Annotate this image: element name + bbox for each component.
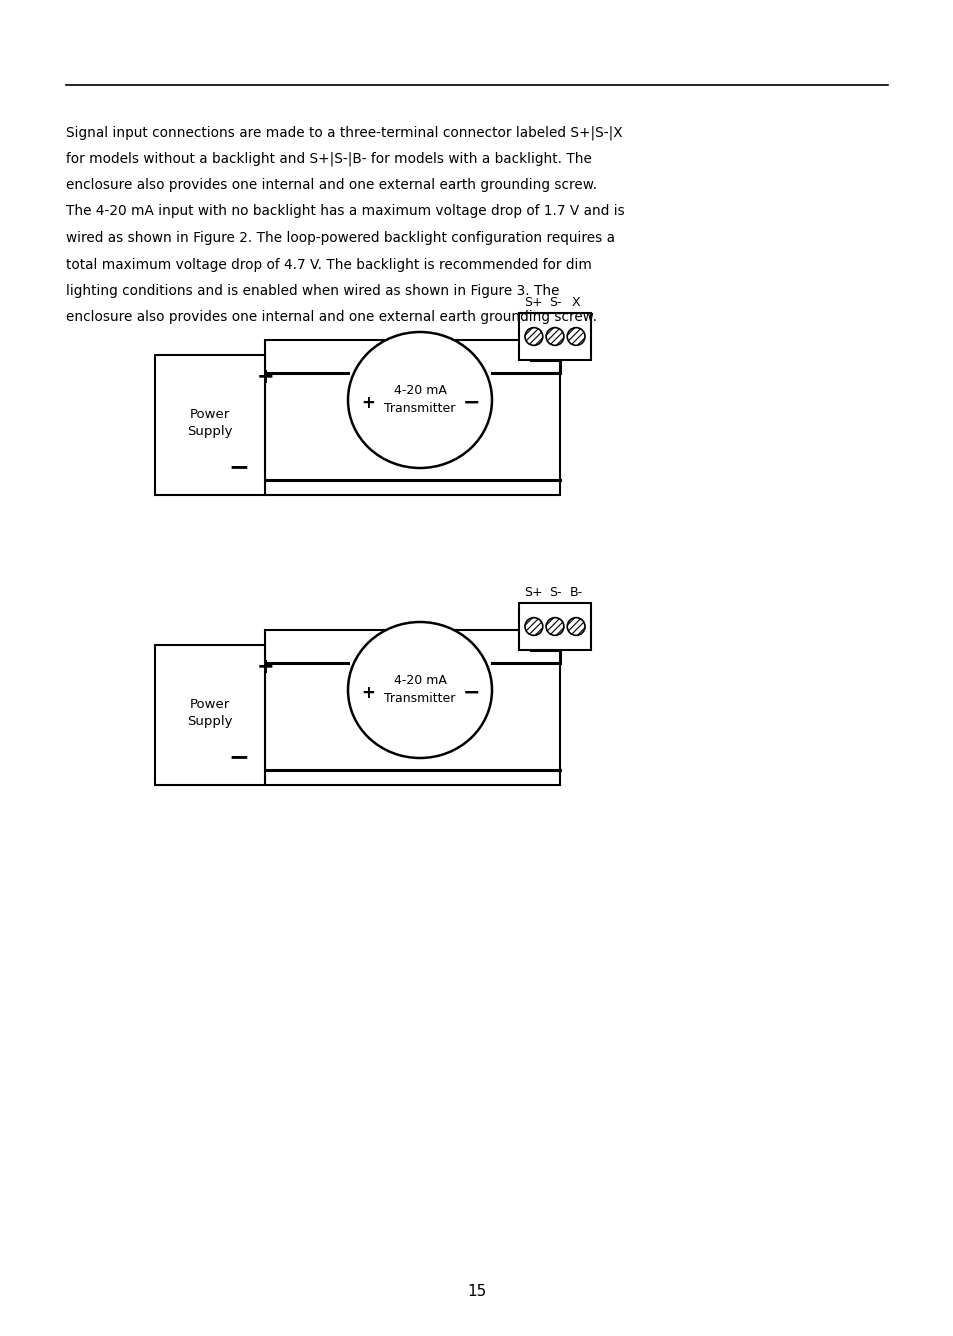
Text: −: − (228, 456, 249, 480)
Text: S+: S+ (524, 297, 542, 309)
Text: −: − (463, 683, 480, 703)
Text: 15: 15 (467, 1284, 486, 1299)
Text: total maximum voltage drop of 4.7 V. The backlight is recommended for dim: total maximum voltage drop of 4.7 V. The… (66, 258, 591, 271)
Circle shape (567, 617, 584, 636)
Circle shape (524, 327, 542, 346)
Ellipse shape (348, 333, 492, 468)
Text: +: + (256, 367, 274, 387)
Bar (154, 645, 265, 786)
Bar (154, 355, 265, 496)
Text: S-: S- (548, 587, 560, 599)
Text: B-: B- (569, 587, 582, 599)
Circle shape (567, 327, 584, 346)
Text: −: − (463, 393, 480, 413)
Text: wired as shown in Figure 2. The loop-powered backlight configuration requires a: wired as shown in Figure 2. The loop-pow… (66, 231, 615, 244)
Bar (265, 339, 559, 496)
Text: −: − (228, 745, 249, 770)
Text: for models without a backlight and S+|S-|B- for models with a backlight. The: for models without a backlight and S+|S-… (66, 151, 591, 166)
Text: 4-20 mA
Transmitter: 4-20 mA Transmitter (384, 385, 456, 415)
Bar (518, 313, 590, 359)
Text: +: + (360, 394, 375, 411)
Text: The 4-20 mA input with no backlight has a maximum voltage drop of 1.7 V and is: The 4-20 mA input with no backlight has … (66, 204, 624, 219)
Text: +: + (256, 657, 274, 677)
Text: S-: S- (548, 297, 560, 309)
Circle shape (545, 617, 563, 636)
Text: enclosure also provides one internal and one external earth grounding screw.: enclosure also provides one internal and… (66, 310, 597, 325)
Text: enclosure also provides one internal and one external earth grounding screw.: enclosure also provides one internal and… (66, 178, 597, 192)
Bar (265, 631, 559, 786)
Text: S+: S+ (524, 587, 542, 599)
Text: Signal input connections are made to a three-terminal connector labeled S+|S-|X: Signal input connections are made to a t… (66, 126, 622, 139)
Circle shape (524, 617, 542, 636)
Text: 4-20 mA
Transmitter: 4-20 mA Transmitter (384, 675, 456, 705)
Text: Power
Supply: Power Supply (187, 407, 233, 438)
Circle shape (545, 327, 563, 346)
Ellipse shape (348, 623, 492, 758)
Text: X: X (571, 297, 579, 309)
Text: Power
Supply: Power Supply (187, 697, 233, 728)
Bar (518, 603, 590, 651)
Text: lighting conditions and is enabled when wired as shown in Figure 3. The: lighting conditions and is enabled when … (66, 285, 558, 298)
Text: +: + (360, 684, 375, 701)
